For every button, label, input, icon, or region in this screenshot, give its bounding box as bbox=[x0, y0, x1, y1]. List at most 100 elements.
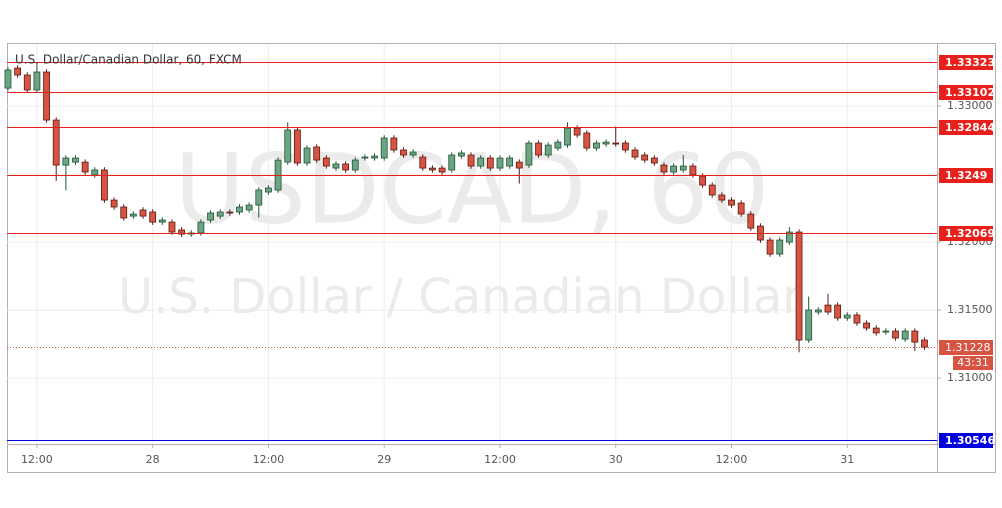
x-tick-label: 30 bbox=[609, 453, 623, 466]
candle-body bbox=[506, 157, 514, 167]
candle-body bbox=[149, 211, 157, 223]
axes: 12:002812:002912:003012:00311.330001.325… bbox=[21, 55, 995, 466]
candle-body bbox=[911, 330, 919, 343]
candle-body bbox=[602, 141, 610, 145]
candle-body bbox=[313, 146, 321, 161]
candle-body bbox=[785, 231, 793, 243]
candle-body bbox=[921, 339, 928, 348]
candle-body bbox=[467, 154, 475, 167]
candle-body bbox=[158, 219, 166, 223]
candle-body bbox=[226, 211, 234, 214]
candle-body bbox=[265, 187, 272, 193]
candle-body bbox=[322, 157, 330, 167]
x-tick-label: 12:00 bbox=[253, 453, 285, 466]
candle-body bbox=[824, 304, 832, 313]
candle-body bbox=[525, 142, 533, 166]
candle-body bbox=[728, 199, 735, 206]
x-tick-label: 12:00 bbox=[484, 453, 516, 466]
candle-body bbox=[477, 157, 485, 167]
candle-body bbox=[834, 304, 842, 319]
candle-body bbox=[419, 156, 427, 169]
candle-body bbox=[805, 309, 813, 341]
candle-body bbox=[747, 213, 755, 229]
candle-body bbox=[371, 155, 378, 159]
candle-body bbox=[486, 157, 494, 169]
candle-body bbox=[52, 119, 60, 166]
candle-body bbox=[400, 149, 407, 156]
candle-body bbox=[429, 167, 436, 171]
candle-body bbox=[390, 137, 398, 151]
candle-body bbox=[892, 330, 899, 339]
candle-body bbox=[901, 330, 909, 340]
candle-body bbox=[593, 142, 600, 149]
candle-body bbox=[554, 141, 562, 149]
candle-body bbox=[351, 159, 359, 171]
candle-body bbox=[795, 231, 803, 341]
candle-body bbox=[457, 152, 465, 157]
plot bbox=[4, 62, 937, 441]
candle-body bbox=[515, 161, 523, 169]
candle-body bbox=[621, 142, 629, 151]
candle-body bbox=[583, 132, 591, 149]
candle-body bbox=[129, 213, 137, 217]
candle-body bbox=[660, 164, 668, 173]
candle-body bbox=[342, 163, 350, 171]
candle-body bbox=[91, 169, 99, 176]
candle-body bbox=[882, 330, 890, 333]
candle-body bbox=[650, 157, 658, 164]
candle-body bbox=[245, 204, 253, 211]
candle-body bbox=[872, 327, 880, 334]
candle-body bbox=[332, 163, 340, 169]
y-tick-label: 1.31000 bbox=[947, 371, 993, 384]
candle-body bbox=[43, 71, 50, 121]
chart-title: U.S. Dollar/Canadian Dollar, 60, FXCM bbox=[15, 53, 242, 67]
candle-body bbox=[120, 206, 128, 219]
chart-frame bbox=[7, 43, 996, 473]
candle-body bbox=[361, 156, 369, 159]
level-label: 1.30546 bbox=[945, 434, 995, 447]
candle-body bbox=[72, 157, 79, 163]
candle-body bbox=[573, 127, 581, 136]
candle-body bbox=[168, 221, 176, 233]
x-tick-label: 29 bbox=[377, 453, 391, 466]
level-label: 1.33102 bbox=[945, 86, 995, 99]
candle-body bbox=[679, 165, 687, 171]
countdown-box bbox=[953, 356, 993, 370]
candle-body bbox=[207, 212, 214, 221]
candle-body bbox=[81, 161, 89, 173]
current-price-label: 1.31228 bbox=[945, 341, 991, 354]
candle-body bbox=[284, 129, 292, 163]
candle-body bbox=[139, 209, 147, 217]
candle-body bbox=[766, 239, 774, 255]
candle-body bbox=[535, 142, 542, 156]
candle-body bbox=[631, 149, 639, 158]
x-tick-label: 28 bbox=[146, 453, 160, 466]
grid bbox=[7, 44, 937, 444]
candle-body bbox=[564, 127, 571, 146]
level-label: 1.3249 bbox=[945, 169, 987, 182]
candle-body bbox=[14, 67, 22, 76]
candle-body bbox=[178, 229, 186, 235]
candle-body bbox=[776, 239, 784, 255]
level-label: 1.32844 bbox=[945, 121, 995, 134]
level-label-box bbox=[939, 85, 993, 100]
candle-body bbox=[101, 169, 108, 201]
candle-body bbox=[718, 194, 726, 201]
x-tick-label: 31 bbox=[840, 453, 854, 466]
candle-body bbox=[216, 211, 224, 217]
y-tick-label: 1.31500 bbox=[947, 303, 993, 316]
candle-body bbox=[62, 157, 70, 166]
candle-body bbox=[843, 314, 851, 319]
candle-body bbox=[863, 322, 870, 329]
candle-body bbox=[689, 165, 697, 176]
candle-body bbox=[110, 199, 118, 208]
level-label-box bbox=[939, 226, 993, 241]
candle-body bbox=[33, 71, 41, 91]
level-label: 1.32069 bbox=[945, 227, 995, 240]
y-tick-label: 1.33000 bbox=[947, 99, 993, 112]
candle-body bbox=[496, 157, 504, 169]
candle-body bbox=[448, 154, 456, 171]
candle-body bbox=[612, 142, 620, 145]
